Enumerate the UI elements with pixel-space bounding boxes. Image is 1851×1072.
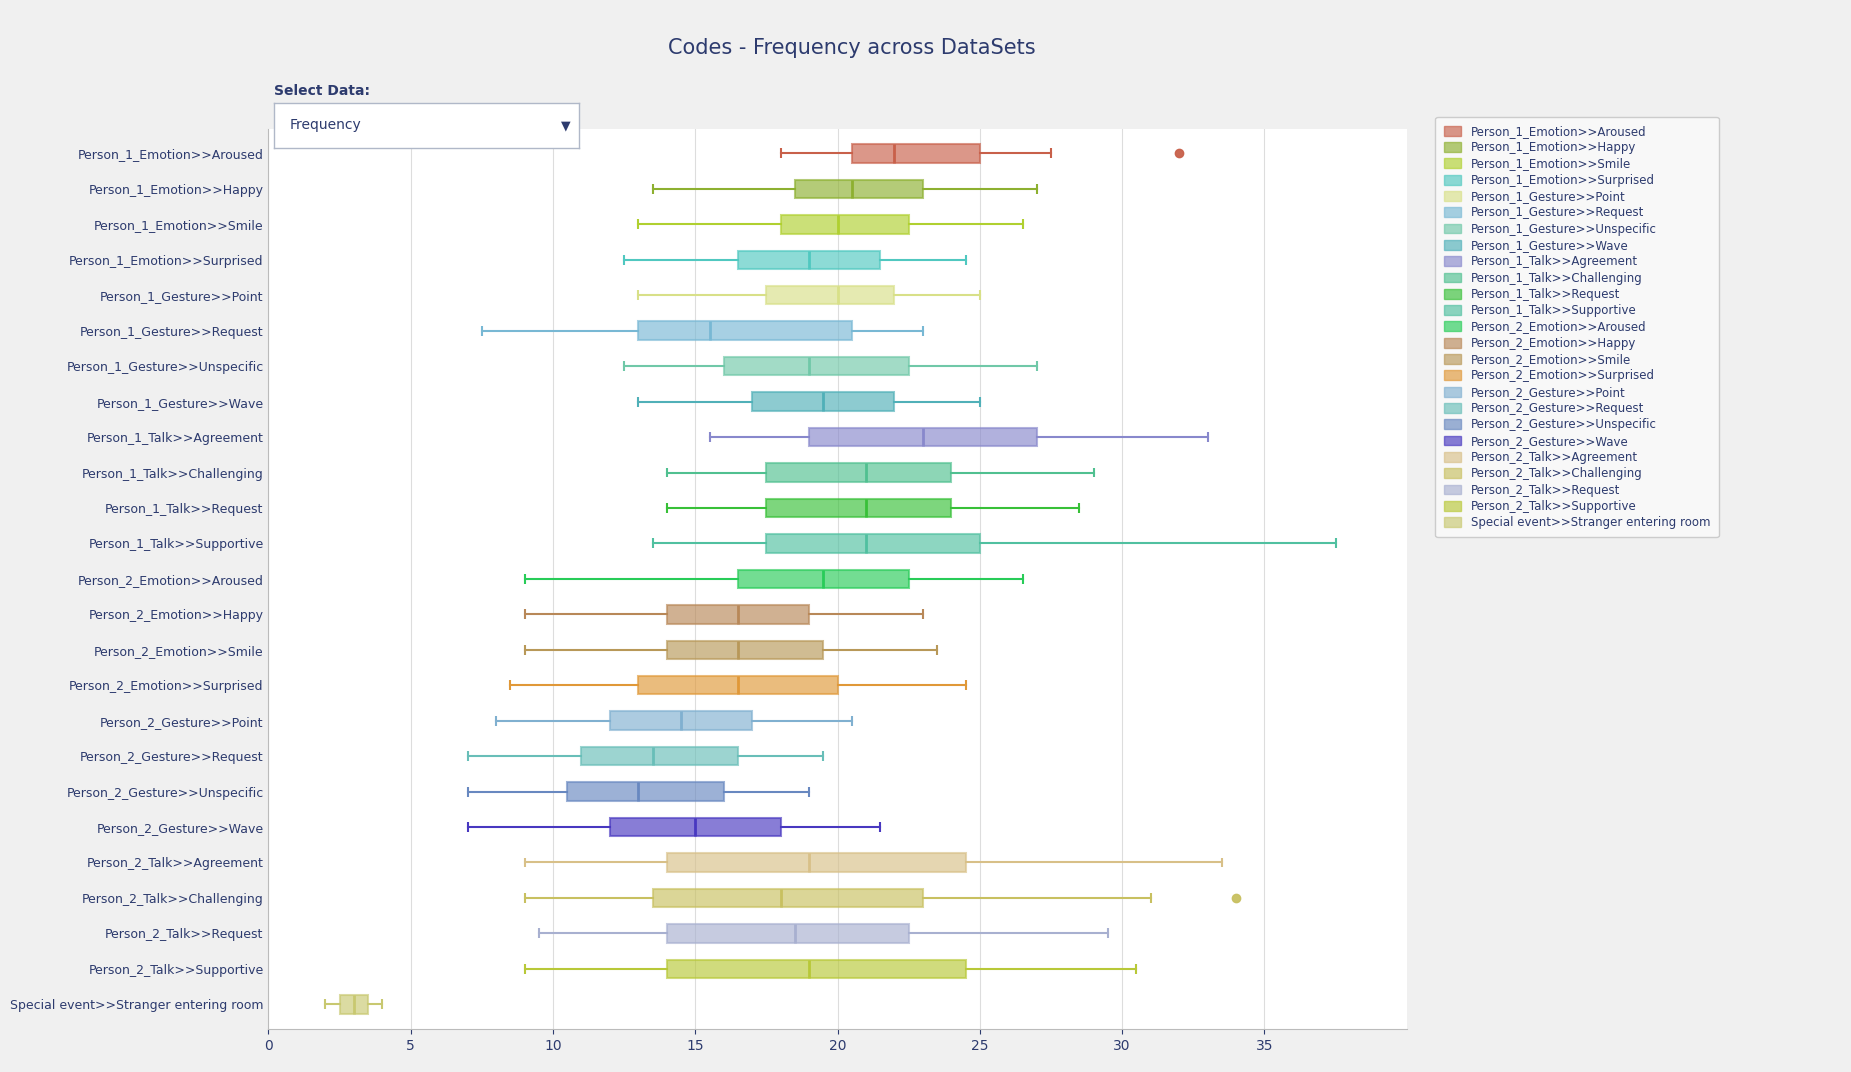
Bar — [766, 498, 951, 517]
Bar — [666, 924, 909, 942]
Bar — [639, 676, 837, 695]
Bar — [752, 392, 894, 411]
Bar — [781, 215, 909, 234]
Bar — [581, 747, 739, 765]
Bar — [566, 783, 724, 801]
Bar — [739, 251, 881, 269]
Bar — [809, 428, 1037, 446]
Bar — [766, 463, 951, 481]
Bar — [611, 818, 781, 836]
Bar — [339, 995, 368, 1013]
Legend: Person_1_Emotion>>Aroused, Person_1_Emotion>>Happy, Person_1_Emotion>>Smile, Per: Person_1_Emotion>>Aroused, Person_1_Emot… — [1435, 117, 1718, 537]
Bar — [653, 889, 924, 907]
Bar — [766, 286, 894, 304]
Bar — [766, 534, 979, 553]
Bar — [724, 357, 909, 375]
Bar — [851, 145, 979, 163]
Bar — [611, 712, 752, 730]
Text: Frequency: Frequency — [289, 118, 361, 133]
Bar — [666, 605, 809, 624]
Bar — [639, 322, 851, 340]
Bar — [666, 959, 966, 978]
Bar — [739, 569, 909, 589]
Bar — [794, 180, 924, 198]
Bar — [666, 641, 824, 659]
Text: ▼: ▼ — [561, 119, 570, 132]
Text: Select Data:: Select Data: — [274, 84, 370, 99]
Text: Codes - Frequency across DataSets: Codes - Frequency across DataSets — [668, 39, 1035, 58]
Bar — [666, 853, 966, 872]
